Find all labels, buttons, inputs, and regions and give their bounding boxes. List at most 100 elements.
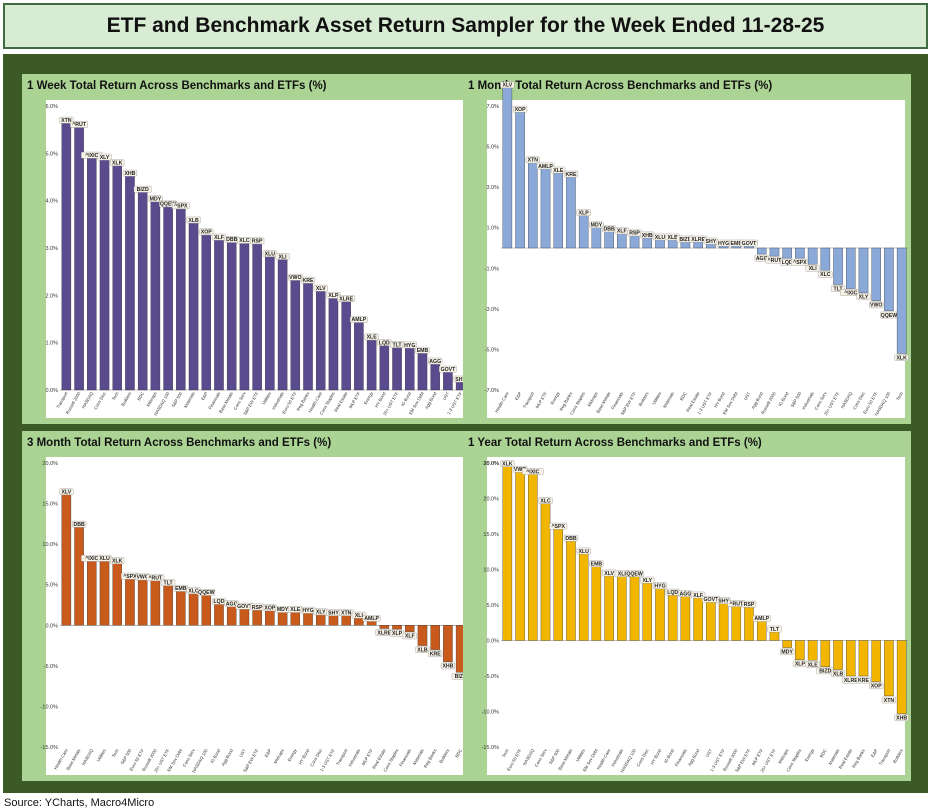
bar [884, 640, 894, 697]
data-label: ^SPX [793, 260, 807, 266]
data-label-box [122, 169, 138, 177]
bar [379, 345, 390, 391]
bar [578, 215, 589, 249]
data-label: ^RUT [729, 601, 744, 607]
bar [871, 640, 881, 682]
x-tick-label: BDC [819, 748, 828, 758]
data-label: XLB [417, 647, 428, 653]
bar [87, 157, 97, 391]
bar [782, 247, 792, 259]
data-label-box [402, 632, 417, 640]
data-label-box [500, 81, 515, 89]
x-tick-label: E&P [264, 748, 273, 758]
x-tick-label: UST [705, 748, 714, 758]
y-tick-label: 15.0% [483, 532, 499, 538]
bar [277, 612, 288, 626]
data-label: XOP [515, 107, 526, 113]
data-label: QQEW [881, 313, 898, 319]
data-label: XLI [355, 613, 364, 619]
data-label: XLK [112, 161, 123, 167]
data-label: XLU [265, 251, 276, 257]
data-label-box [313, 284, 328, 292]
data-label: BIZD [679, 237, 691, 243]
data-label: ^RUT [149, 576, 164, 582]
data-label: VWO [136, 575, 148, 581]
data-label: TLT [392, 342, 402, 348]
data-label: XLRE [691, 237, 705, 243]
data-label-box [805, 661, 820, 668]
data-label: TLT [164, 580, 174, 586]
data-label: AGG [226, 602, 238, 608]
data-label: ^RUT [768, 258, 783, 264]
bar [252, 243, 262, 391]
bar [125, 175, 135, 391]
bar [239, 608, 250, 626]
data-label: XHB [124, 171, 135, 177]
data-label-box [439, 365, 457, 373]
data-label: XTN [341, 610, 352, 616]
data-label-box [881, 696, 897, 704]
data-label: RSP [252, 605, 263, 611]
bar [239, 243, 250, 391]
chart-panel-1-week: 1 Week Total Return Across Benchmarks an… [22, 74, 470, 424]
bar [667, 239, 678, 249]
bar [112, 563, 122, 626]
bar [706, 601, 716, 641]
bar [896, 247, 907, 354]
bar [502, 87, 513, 249]
x-tick-label: Utilities [261, 391, 272, 406]
data-label-box [362, 615, 381, 622]
y-tick-label: -15.0% [482, 745, 500, 751]
bar [163, 206, 173, 391]
x-tick-label: Utilities [575, 748, 586, 763]
data-label: AMLP [364, 616, 379, 622]
y-tick-label: 5.0% [486, 603, 499, 609]
x-tick-label: BDC [679, 391, 688, 401]
bar [846, 640, 856, 677]
bar [756, 247, 767, 255]
data-label-box [640, 576, 655, 584]
data-label: XLP [795, 662, 806, 668]
x-tick-label: Energy [804, 747, 816, 762]
data-label-box [625, 570, 644, 578]
bar [617, 576, 627, 641]
data-label: XOP [871, 684, 882, 690]
data-label: HYG [404, 343, 415, 349]
bar [858, 640, 869, 677]
y-tick-label: 20.0% [42, 461, 58, 467]
chart-1-week: 0.0%1.0%2.0%3.0%4.0%5.0%6.0%XTNTransport… [45, 100, 468, 418]
bar [846, 247, 856, 289]
bar [354, 617, 364, 626]
data-label: BIZD [137, 187, 149, 193]
data-label: XHB [642, 233, 653, 239]
bar [150, 580, 161, 626]
data-label: XLY [859, 295, 869, 301]
data-label-box [349, 316, 368, 323]
data-label-box [869, 682, 884, 690]
bar [214, 604, 224, 626]
bar [290, 280, 301, 391]
bar [99, 159, 110, 391]
data-label: KRE [565, 172, 576, 178]
y-tick-label: 2.0% [45, 293, 58, 299]
data-label: XLK [896, 355, 907, 361]
y-tick-label: 1.0% [486, 226, 499, 232]
bar [265, 610, 275, 626]
y-tick-label: 7.0% [486, 104, 499, 110]
y-tick-label: 6.0% [45, 104, 58, 110]
data-label: XLC [188, 589, 199, 595]
data-label: AMLP [538, 164, 553, 170]
bar [820, 247, 831, 271]
bar [405, 347, 415, 391]
bar [655, 239, 665, 249]
bar [87, 561, 97, 626]
data-label-box [522, 468, 544, 475]
y-tick-label: -10.0% [41, 704, 59, 710]
data-label: TLT [833, 286, 843, 292]
data-label: XLV [62, 490, 72, 496]
data-label: XLV [316, 286, 326, 292]
x-tick-label: Energy [549, 390, 561, 405]
data-label: KRE [303, 278, 314, 284]
data-label: XLE [367, 335, 378, 341]
bar [578, 553, 589, 641]
